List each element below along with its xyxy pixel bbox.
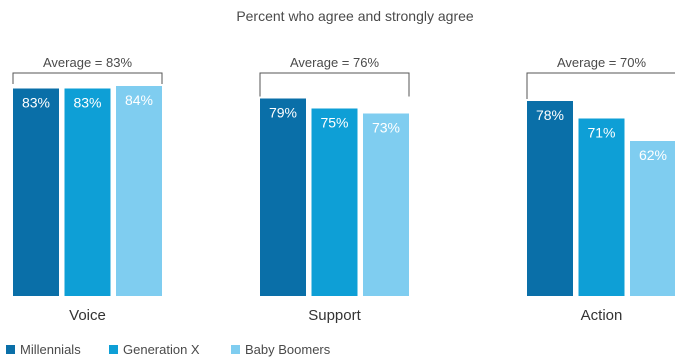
bar-support-baby-boomers <box>363 113 409 296</box>
category-label-support: Support <box>308 307 361 324</box>
legend-label-generation-x: Generation X <box>123 342 200 357</box>
bar-value-label: 75% <box>320 115 348 131</box>
legend-label-millennials: Millennials <box>20 342 81 357</box>
bar-value-label: 84% <box>125 92 153 108</box>
category-labels: Voice Support Action <box>69 307 622 324</box>
legend: Millennials Generation X Baby Boomers <box>6 342 331 357</box>
bar-value-label: 83% <box>22 95 50 111</box>
category-label-action: Action <box>581 307 623 324</box>
bar-value-label: 71% <box>587 125 615 141</box>
average-label: Average = 76% <box>290 55 379 70</box>
bar-value-label: 78% <box>536 107 564 123</box>
bar-action-millennials <box>527 101 573 296</box>
bar-voice-baby-boomers <box>116 86 162 296</box>
bar-value-label: 79% <box>269 105 297 121</box>
bar-action-baby-boomers <box>630 141 675 296</box>
bar-support-generation-x <box>311 108 358 296</box>
average-bracket <box>12 72 163 84</box>
category-label-voice: Voice <box>69 307 106 324</box>
averages-layer: Average = 83% Average = 76% Average = 70% <box>12 55 675 99</box>
legend-label-baby-boomers: Baby Boomers <box>245 342 331 357</box>
bars-layer: 83% 83% 84% 79% 75% 73% 78% 71% 62% <box>13 86 675 296</box>
average-bracket <box>259 72 410 97</box>
legend-swatch-baby-boomers <box>231 345 240 354</box>
average-bracket <box>526 72 675 99</box>
average-label: Average = 70% <box>557 55 646 70</box>
bar-action-generation-x <box>578 118 625 296</box>
bar-value-label: 62% <box>639 147 667 163</box>
bar-value-label: 83% <box>73 95 101 111</box>
bar-voice-millennials <box>13 88 59 296</box>
legend-swatch-millennials <box>6 345 15 354</box>
bar-value-label: 73% <box>372 120 400 136</box>
bar-support-millennials <box>260 98 306 296</box>
legend-swatch-generation-x <box>109 345 118 354</box>
average-label: Average = 83% <box>43 55 132 70</box>
chart-title: Percent who agree and strongly agree <box>236 8 474 24</box>
bar-voice-generation-x <box>64 88 111 296</box>
